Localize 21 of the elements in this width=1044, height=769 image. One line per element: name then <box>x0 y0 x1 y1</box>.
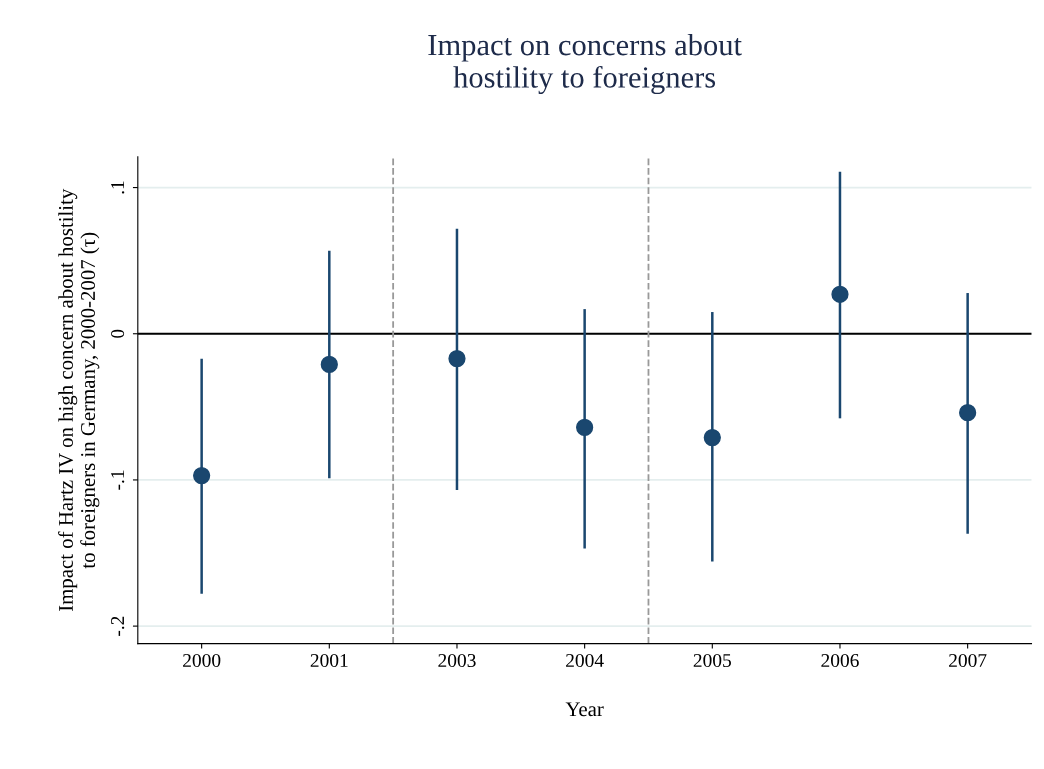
chart-title: Impact on concerns about hostility to foreigners <box>428 33 742 95</box>
x-tick-label: 2000 <box>183 653 221 668</box>
point <box>831 285 849 303</box>
x-tick-label: 2003 <box>438 653 476 668</box>
y-tick-label: .1 <box>111 181 125 194</box>
point <box>576 418 594 436</box>
y-tick-label: -.1 <box>111 470 125 490</box>
y-tick-label: 0 <box>111 329 125 338</box>
x-tick-label: 2006 <box>821 653 859 668</box>
x-tick-label: 2007 <box>949 653 987 668</box>
point <box>703 428 721 447</box>
x-tick-label: 2001 <box>310 653 348 668</box>
x-tick-label: 2004 <box>566 653 604 668</box>
point <box>193 466 211 485</box>
x-axis-title: Year <box>565 702 604 717</box>
y-tick-label: -.2 <box>111 616 125 636</box>
x-tick-label: 2005 <box>693 653 731 668</box>
point <box>448 349 466 368</box>
y-axis-title: Impact of Hartz IV on high concern about hostility to foreigners in Germany, 2000-2007 (τ) <box>58 188 100 612</box>
point <box>959 404 977 422</box>
point <box>320 355 338 374</box>
